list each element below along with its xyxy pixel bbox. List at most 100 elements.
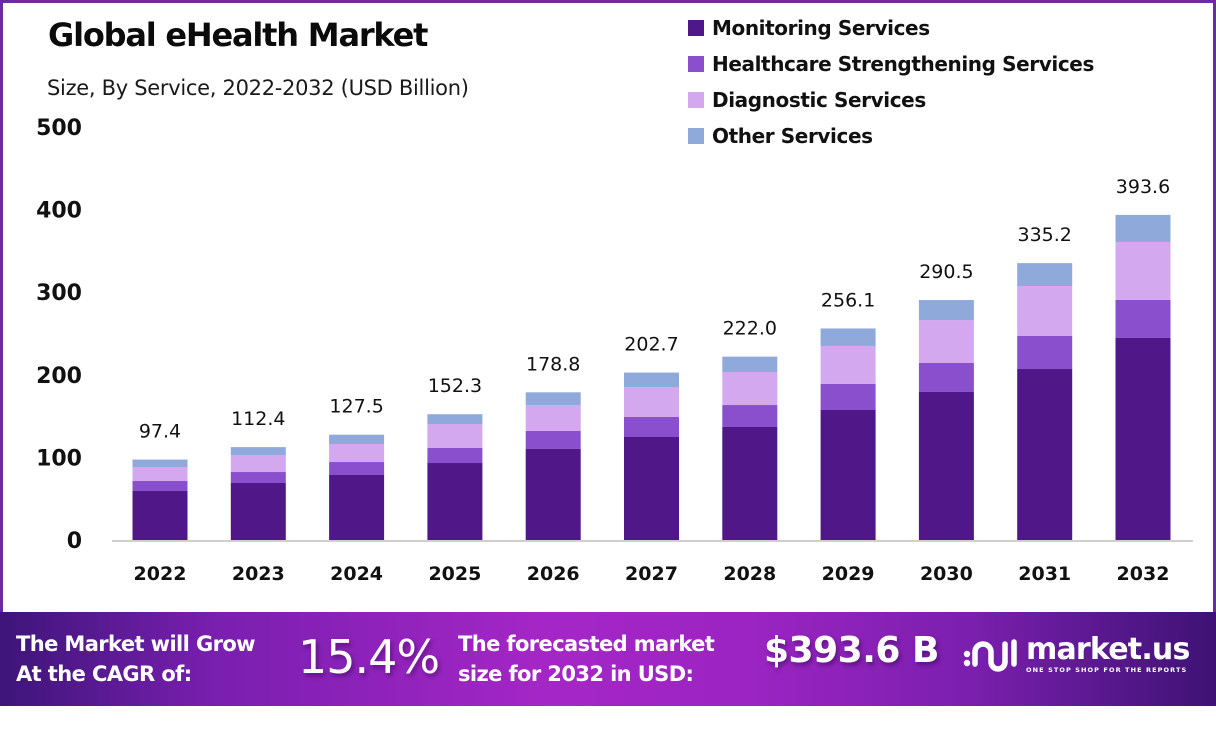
bar-segment-healthcare-strengthening-services <box>132 481 188 492</box>
data-label-total: 256.1 <box>821 289 875 311</box>
bar-stack-2029 <box>820 328 876 540</box>
legend-swatch-other <box>688 128 704 144</box>
market-us-logo: market.us ONE STOP SHOP FOR THE REPORTS <box>962 632 1190 676</box>
bar-segment-monitoring-services <box>132 491 188 540</box>
bar-segment-monitoring-services <box>918 391 974 540</box>
data-labels: 97.4 112.4 127.5 152.3 178.8 202.7 222.0 256.1 2… <box>139 176 1170 443</box>
data-label-total: 202.7 <box>624 334 678 356</box>
forecast-label-line2: size for 2032 in USD: <box>458 662 694 686</box>
x-tick-label: 2032 <box>1117 563 1170 585</box>
data-label-total: 112.4 <box>231 408 285 430</box>
legend-swatch-monitoring <box>688 20 704 36</box>
bar-segment-diagnostic-services <box>329 444 385 463</box>
legend-label: Monitoring Services <box>712 16 930 40</box>
bar-stack-2025 <box>427 414 483 540</box>
data-label-total: 152.3 <box>428 375 482 397</box>
legend-item-other: Other Services <box>688 118 1094 154</box>
bar-segment-diagnostic-services <box>918 320 974 363</box>
bar-segment-healthcare-strengthening-services <box>1115 299 1171 338</box>
bar-segment-healthcare-strengthening-services <box>427 447 483 464</box>
x-tick-label: 2028 <box>723 563 776 585</box>
bar-stack-2032 <box>1115 214 1171 540</box>
legend-item-healthcare-strengthening: Healthcare Strengthening Services <box>688 46 1094 82</box>
bar-stack-2027 <box>624 372 679 540</box>
data-label-total: 97.4 <box>139 421 181 443</box>
x-tick-label: 2025 <box>428 563 481 585</box>
bar-segment-monitoring-services <box>722 427 778 540</box>
data-label-total: 335.2 <box>1017 224 1071 246</box>
legend-label: Healthcare Strengthening Services <box>712 52 1094 76</box>
y-tick-label: 0 <box>67 529 82 554</box>
bar-segment-healthcare-strengthening-services <box>918 362 974 392</box>
x-tick-label: 2030 <box>920 563 973 585</box>
logo-name: market.us <box>1026 631 1190 667</box>
bar-segment-monitoring-services <box>329 474 385 540</box>
x-axis-ticks: 2022 2023 2024 2025 2026 2027 2028 2029 2030 2031… <box>134 563 1170 585</box>
bar-stack-2030 <box>918 300 974 540</box>
forecast-value: $393.6 B <box>764 630 939 671</box>
legend-swatch-diagnostic <box>688 92 704 108</box>
legend-label: Other Services <box>712 124 873 148</box>
bar-segment-diagnostic-services <box>525 404 581 431</box>
bar-segment-diagnostic-services <box>132 466 188 482</box>
data-label-total: 178.8 <box>526 353 580 375</box>
y-tick-label: 300 <box>36 281 82 306</box>
cagr-label-line1: The Market will Grow <box>16 632 256 656</box>
bar-segment-monitoring-services <box>525 448 581 540</box>
bar-segment-healthcare-strengthening-services <box>722 405 778 428</box>
x-tick-label: 2031 <box>1018 563 1071 585</box>
bar-segment-monitoring-services <box>820 409 876 540</box>
bar-segment-monitoring-services <box>1017 369 1073 540</box>
bar-segment-other-services <box>525 392 581 405</box>
cagr-label: The Market will Grow At the CAGR of: <box>16 629 296 689</box>
legend: Monitoring Services Healthcare Strengthe… <box>688 10 1094 154</box>
bar-segment-healthcare-strengthening-services <box>525 430 581 449</box>
bar-stack-2022 <box>132 459 188 540</box>
bar-segment-diagnostic-services <box>820 345 876 384</box>
bar-segment-other-services <box>722 356 778 372</box>
bar-stack-2026 <box>525 392 581 540</box>
cagr-label-line2: At the CAGR of: <box>16 662 192 686</box>
bar-segment-healthcare-strengthening-services <box>1017 335 1073 370</box>
bar-segment-healthcare-strengthening-services <box>230 472 286 484</box>
x-tick-label: 2027 <box>625 563 678 585</box>
bar-segment-diagnostic-services <box>1017 286 1073 336</box>
y-tick-label: 200 <box>36 364 82 389</box>
bar-segment-monitoring-services <box>427 463 483 540</box>
bar-segment-healthcare-strengthening-services <box>329 462 385 475</box>
legend-item-diagnostic: Diagnostic Services <box>688 82 1094 118</box>
data-label-total: 127.5 <box>329 396 383 418</box>
x-tick-label: 2029 <box>822 563 875 585</box>
chart-frame <box>0 0 1216 614</box>
bar-stack-2024 <box>329 434 385 540</box>
bar-segment-other-services <box>918 300 974 321</box>
stacked-bar-chart: 0 100 200 300 400 500 97.4 112.4 127.5 152.3 178.… <box>36 116 1193 585</box>
bar-segment-other-services <box>427 414 483 425</box>
x-tick-label: 2023 <box>232 563 285 585</box>
data-label-total: 393.6 <box>1116 176 1170 198</box>
y-axis-ticks: 0 100 200 300 400 500 <box>36 116 82 554</box>
bars <box>132 214 1171 540</box>
bar-segment-healthcare-strengthening-services <box>624 417 679 437</box>
bar-segment-diagnostic-services <box>427 424 483 448</box>
bar-segment-diagnostic-services <box>624 387 679 418</box>
legend-swatch-healthcare-strengthening <box>688 56 704 72</box>
bar-segment-diagnostic-services <box>722 371 778 406</box>
data-label-total: 290.5 <box>919 261 973 283</box>
chart-title: Global eHealth Market <box>48 16 428 54</box>
cagr-value: 15.4% <box>298 630 440 684</box>
bar-segment-other-services <box>329 434 385 445</box>
x-tick-label: 2022 <box>134 563 187 585</box>
bar-segment-other-services <box>132 459 188 467</box>
logo-text: market.us ONE STOP SHOP FOR THE REPORTS <box>1026 631 1190 674</box>
bar-segment-healthcare-strengthening-services <box>820 383 876 410</box>
bar-segment-other-services <box>1115 214 1171 242</box>
y-tick-label: 400 <box>36 199 82 224</box>
y-tick-label: 100 <box>36 446 82 471</box>
bar-segment-other-services <box>820 328 876 346</box>
summary-banner: The Market will Grow At the CAGR of: 15.… <box>0 612 1216 706</box>
bar-stack-2031 <box>1017 263 1073 540</box>
bar-stack-2028 <box>722 356 778 540</box>
forecast-label-line1: The forecasted market <box>458 632 715 656</box>
legend-item-monitoring: Monitoring Services <box>688 10 1094 46</box>
